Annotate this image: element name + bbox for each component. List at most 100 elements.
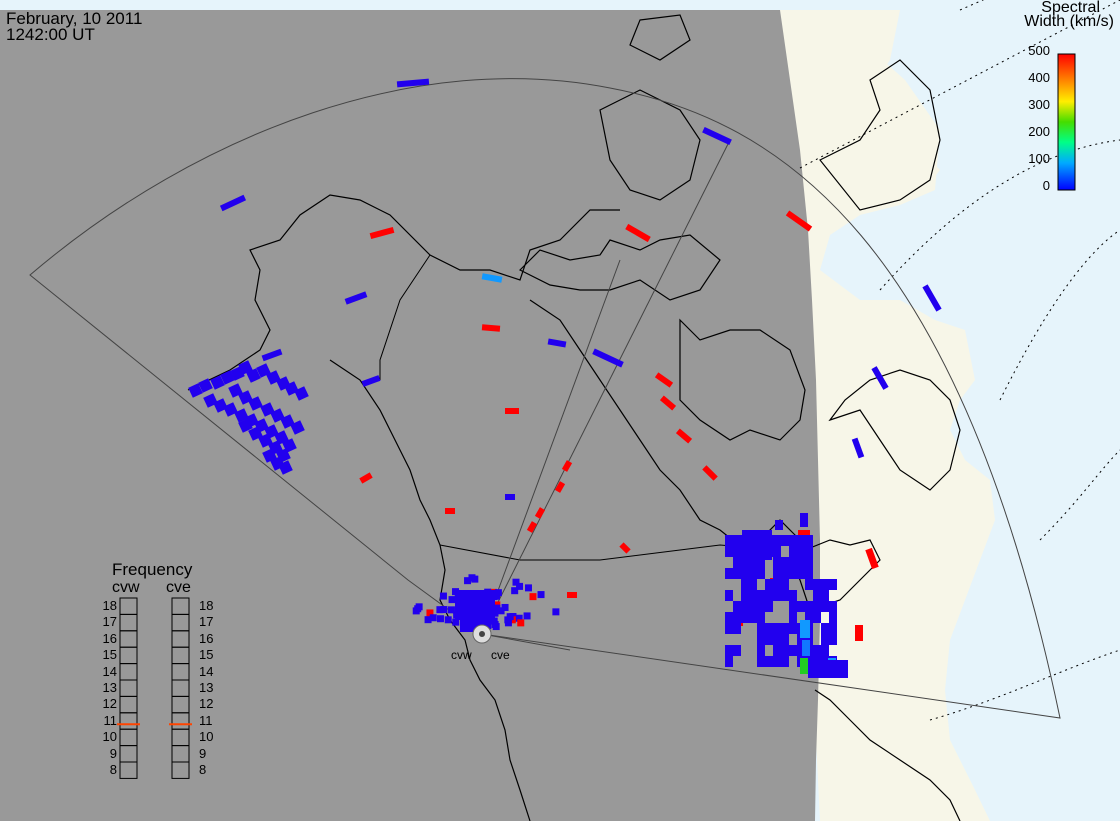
backscatter-cell (789, 612, 797, 623)
backscatter-cell (725, 546, 733, 557)
backscatter-cell (725, 645, 733, 656)
backscatter-cell (821, 623, 829, 634)
backscatter-cell (800, 620, 810, 638)
frequency-level-right: 11 (199, 713, 219, 728)
backscatter-cell (805, 568, 813, 579)
radar-site-dot (479, 631, 485, 637)
backscatter-cell (512, 579, 519, 586)
colorbar-tick-label: 100 (1010, 151, 1050, 166)
backscatter-cell (757, 612, 765, 623)
backscatter-cell (789, 546, 797, 557)
colorbar (1058, 54, 1075, 190)
backscatter-cell (416, 603, 423, 610)
backscatter-cell (517, 619, 524, 626)
backscatter-cell (733, 601, 741, 612)
colorbar-tick-label: 300 (1010, 97, 1050, 112)
backscatter-cell (821, 634, 829, 645)
backscatter-cell (524, 612, 531, 619)
frequency-level-right: 13 (199, 680, 219, 695)
backscatter-cell (781, 579, 789, 590)
backscatter-cell (775, 520, 783, 530)
frequency-level-left: 15 (97, 647, 117, 662)
backscatter-cell (781, 634, 789, 645)
backscatter-cell (773, 579, 781, 590)
backscatter-cell (797, 535, 805, 546)
frequency-level-right: 10 (199, 729, 219, 744)
backscatter-cell (773, 535, 781, 546)
backscatter-cell (725, 568, 733, 579)
backscatter-cell (813, 645, 821, 656)
backscatter-cell (765, 590, 773, 601)
backscatter-cell (468, 574, 475, 581)
backscatter-cell (765, 656, 773, 667)
site-label-west: cvw (451, 648, 472, 662)
backscatter-cell (448, 606, 455, 613)
backscatter-cell (440, 593, 447, 600)
backscatter-cell (749, 601, 757, 612)
backscatter-cell (829, 623, 837, 634)
backscatter-cell (821, 590, 829, 601)
backscatter-cell (511, 587, 518, 594)
backscatter-cell (725, 656, 733, 667)
backscatter-cell (445, 508, 455, 514)
frequency-title: Frequency (112, 560, 192, 580)
backscatter-cell (781, 557, 789, 568)
frequency-radar-east: cve (166, 579, 191, 597)
backscatter-cell (773, 568, 781, 579)
backscatter-cell (802, 640, 810, 656)
backscatter-cell (749, 590, 757, 601)
backscatter-cell (733, 557, 741, 568)
backscatter-cell (800, 658, 808, 674)
backscatter-cell (765, 623, 773, 634)
frequency-level-right: 8 (199, 762, 219, 777)
backscatter-cell (773, 557, 781, 568)
backscatter-cell (437, 615, 444, 622)
backscatter-cell (829, 601, 837, 612)
backscatter-cell (789, 557, 797, 568)
backscatter-cell (821, 645, 829, 656)
backscatter-cell (529, 593, 536, 600)
backscatter-cell (749, 568, 757, 579)
backscatter-cell (789, 568, 797, 579)
frequency-radar-west: cvw (112, 579, 140, 597)
backscatter-cell (773, 656, 781, 667)
backscatter-cell (805, 601, 813, 612)
backscatter-cell (733, 546, 741, 557)
backscatter-cell (789, 623, 797, 634)
backscatter-cell (505, 408, 519, 414)
frequency-level-right: 15 (199, 647, 219, 662)
backscatter-cell (765, 634, 773, 645)
frequency-level-left: 8 (97, 762, 117, 777)
backscatter-cell (813, 579, 821, 590)
backscatter-cell (773, 623, 781, 634)
frequency-level-left: 14 (97, 664, 117, 679)
backscatter-cell (725, 612, 733, 623)
frequency-level-left: 10 (97, 729, 117, 744)
backscatter-cell (789, 601, 797, 612)
backscatter-cell (757, 623, 765, 634)
backscatter-cell (781, 623, 789, 634)
backscatter-cell (797, 601, 805, 612)
backscatter-cell (436, 606, 443, 613)
backscatter-cell (725, 535, 733, 546)
backscatter-cell (567, 592, 577, 598)
frequency-level-left: 9 (97, 746, 117, 761)
colorbar-tick-label: 500 (1010, 43, 1050, 58)
colorbar-title-2: Width (km/s) (1024, 14, 1114, 29)
backscatter-cell (757, 645, 765, 656)
backscatter-cell (757, 590, 765, 601)
backscatter-cell (805, 535, 813, 546)
backscatter-cell (741, 568, 749, 579)
backscatter-cell (808, 660, 848, 678)
backscatter-cell (781, 656, 789, 667)
backscatter-cell (805, 557, 813, 568)
backscatter-cell (773, 645, 781, 656)
colorbar-tick-label: 0 (1010, 178, 1050, 193)
backscatter-cell (502, 604, 509, 611)
backscatter-cell (449, 596, 456, 603)
backscatter-cell (773, 590, 781, 601)
backscatter-cell (813, 590, 821, 601)
backscatter-cell (781, 645, 789, 656)
backscatter-cell (773, 546, 781, 557)
backscatter-cell (805, 579, 813, 590)
